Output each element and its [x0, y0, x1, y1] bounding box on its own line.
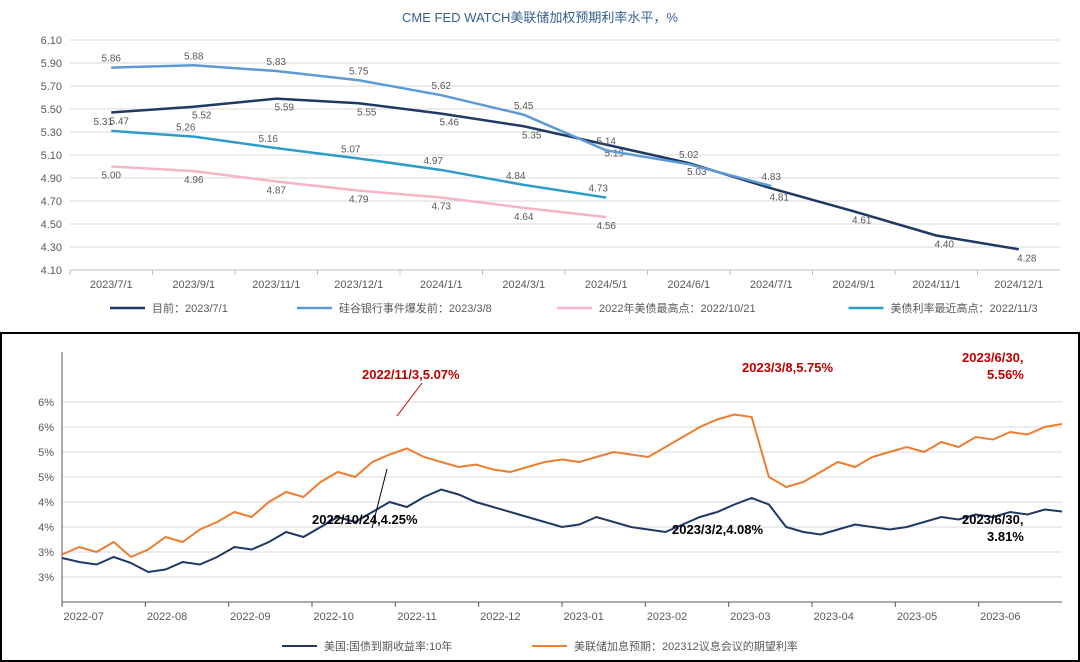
chart2-xtick: 2023-02	[647, 611, 687, 623]
chart1-xtick: 2024/7/1	[750, 279, 793, 291]
chart2-ytick: 5%	[38, 447, 54, 459]
chart1-datalabel: 5.07	[341, 144, 361, 155]
chart2-ytick: 4%	[38, 522, 54, 534]
chart2-annotation-5: 2023/3/2,4.08%	[672, 522, 764, 537]
chart1-datalabel: 4.87	[267, 185, 287, 196]
chart2-ytick: 5%	[38, 472, 54, 484]
chart2-legend-0: 美国:国债到期收益率:10年	[324, 639, 452, 653]
chart2-xtick: 2022-09	[230, 611, 270, 623]
chart1-datalabel: 4.64	[514, 212, 534, 223]
chart1-datalabel: 5.16	[259, 134, 279, 145]
chart1-xtick: 2023/11/1	[252, 279, 300, 291]
chart1-datalabel: 5.75	[349, 66, 369, 77]
chart1-datalabel: 5.14	[597, 136, 617, 147]
chart2-annotation-7: 3.81%	[987, 529, 1024, 544]
chart1-datalabel: 4.40	[935, 240, 955, 251]
chart1-datalabel: 5.26	[176, 123, 196, 134]
chart2-xtick: 2022-10	[313, 611, 353, 623]
chart1-datalabel: 5.62	[432, 81, 452, 92]
chart1-xtick: 2024/12/1	[994, 279, 1043, 291]
chart1-series-2	[111, 167, 606, 218]
chart2-xtick: 2023-05	[897, 611, 937, 623]
chart1-datalabel: 4.73	[432, 202, 452, 213]
chart2-svg: 3% 3% 4% 4% 5% 5% 6% 6% 2022-07 2022-08 2022-09 202…	[2, 334, 1078, 660]
chart1-xtick: 2024/1/1	[420, 279, 463, 291]
chart1-ytick: 5.70	[41, 81, 62, 93]
chart1-ytick: 4.50	[41, 219, 62, 231]
chart2-annotation-6: 2023/6/30,	[962, 512, 1023, 527]
chart1-datalabel: 5.35	[522, 130, 542, 141]
chart1-legend-3: 美债利率最近高点：2022/11/3	[891, 301, 1038, 315]
treasury-yield-chart: 3% 3% 4% 4% 5% 5% 6% 6% 2022-07 2022-08 2022-09 202…	[0, 332, 1080, 662]
chart1-ytick: 4.30	[41, 242, 62, 254]
fed-watch-chart: CME FED WATCH美联储加权预期利率水平，% 4.10 4.30 4.50 4.…	[0, 0, 1080, 328]
chart1-datalabel: 5.59	[275, 103, 295, 114]
chart1-datalabel: 5.55	[357, 107, 377, 118]
chart2-xtick: 2023-06	[980, 611, 1020, 623]
chart1-legend-0: 目前：2023/7/1	[152, 301, 228, 315]
chart1-datalabel: 4.61	[852, 215, 872, 226]
chart1-ytick: 5.10	[41, 150, 62, 162]
chart2-annotation-1: 2023/3/8,5.75%	[742, 360, 834, 375]
chart1-datalabel: 4.83	[762, 172, 782, 183]
chart1-datalabel: 5.45	[514, 101, 534, 112]
chart1-datalabel: 5.02	[679, 150, 699, 161]
chart1-datalabel: 5.00	[102, 171, 122, 182]
chart1-ytick: 4.10	[41, 265, 62, 277]
chart1-datalabel: 5.83	[267, 57, 287, 68]
chart1-ytick: 4.70	[41, 196, 62, 208]
chart2-legend-1: 美联储加息预期：202312议息会议的期望利率	[574, 639, 798, 653]
chart1-xtick: 2023/9/1	[172, 279, 215, 291]
chart2-ytick: 3%	[38, 572, 54, 584]
chart2-xtick: 2022-08	[147, 611, 187, 623]
chart2-annotation-0: 2022/11/3,5.07%	[362, 367, 460, 382]
chart2-ytick: 4%	[38, 497, 54, 509]
chart1-ytick: 5.90	[41, 58, 62, 70]
chart1-legend-1: 硅谷银行事件爆发前：2023/3/8	[339, 301, 492, 315]
chart1-xtick: 2024/9/1	[832, 279, 875, 291]
chart2-annotation-3: 5.56%	[987, 367, 1024, 382]
chart1-svg: CME FED WATCH美联储加权预期利率水平，% 4.10 4.30 4.50 4.…	[0, 0, 1080, 328]
chart2-annotation-4: 2022/10/24,4.25%	[312, 512, 418, 527]
chart1-datalabel: 4.97	[424, 156, 444, 167]
chart2-ytick: 6%	[38, 397, 54, 409]
chart1-datalabel: 4.56	[597, 221, 617, 232]
chart1-legend-2: 2022年美债最高点：2022/10/21	[599, 301, 756, 315]
chart1-xtick: 2024/5/1	[585, 279, 628, 291]
chart1-xtick: 2024/6/1	[667, 279, 710, 291]
chart2-ytick: 3%	[38, 547, 54, 559]
chart1-datalabel: 4.28	[1017, 253, 1037, 264]
chart2-series-1	[62, 415, 1062, 558]
chart2-xtick: 2023-01	[563, 611, 603, 623]
chart2-xtick: 2023-04	[813, 611, 853, 623]
chart1-datalabel: 4.96	[184, 175, 204, 186]
chart1-ytick: 5.50	[41, 104, 62, 116]
chart1-datalabel: 5.31	[94, 117, 114, 128]
chart2-xtick: 2023-03	[730, 611, 770, 623]
chart1-xtick: 2024/11/1	[912, 279, 960, 291]
chart1-datalabel: 4.73	[589, 184, 609, 195]
chart1-xtick: 2023/7/1	[90, 279, 133, 291]
chart1-datalabel: 5.52	[192, 111, 212, 122]
chart1-xtick: 2024/3/1	[502, 279, 545, 291]
chart1-datalabel: 4.79	[349, 195, 369, 206]
chart1-ytick: 4.90	[41, 173, 62, 185]
chart1-datalabel: 5.46	[440, 118, 460, 129]
chart1-ytick: 5.30	[41, 127, 62, 139]
chart1-datalabel: 4.84	[506, 171, 526, 182]
chart1-series-0	[111, 99, 1019, 250]
chart1-xtick: 2023/12/1	[334, 279, 383, 291]
chart1-datalabel: 5.88	[184, 51, 204, 62]
chart2-annotation-2: 2023/6/30,	[962, 350, 1023, 365]
chart2-xtick: 2022-11	[397, 611, 437, 623]
chart1-title: CME FED WATCH美联储加权预期利率水平，%	[402, 10, 678, 25]
chart2-xtick: 2022-12	[480, 611, 520, 623]
chart1-datalabel: 4.81	[770, 192, 790, 203]
chart1-datalabel: 5.86	[102, 54, 122, 65]
chart1-ytick: 6.10	[41, 35, 62, 47]
chart2-ytick: 6%	[38, 422, 54, 434]
chart2-xtick: 2022-07	[63, 611, 103, 623]
